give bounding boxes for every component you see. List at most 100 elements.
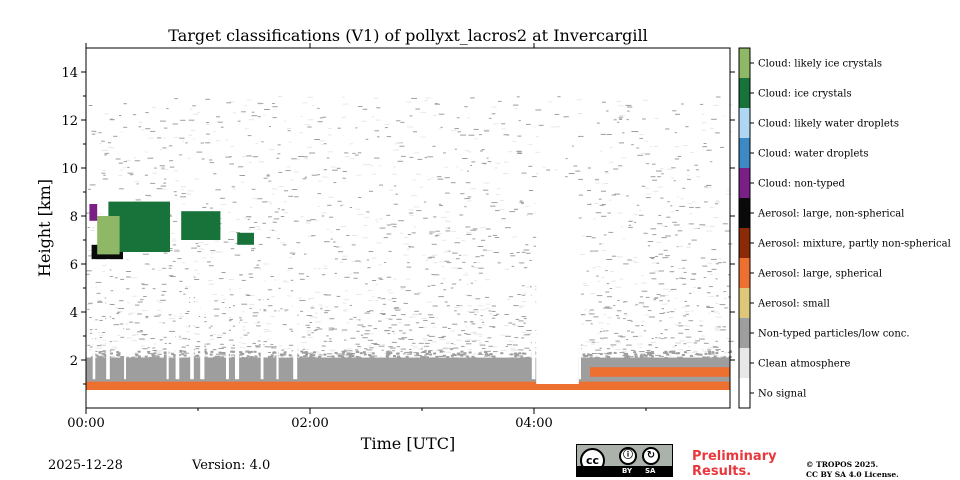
speckle [154, 343, 157, 345]
speckle [415, 108, 420, 110]
speckle [400, 232, 404, 234]
speckle [415, 314, 419, 316]
speckle [357, 345, 361, 347]
speckle [325, 306, 328, 308]
speckle [175, 180, 179, 182]
speckle [422, 339, 428, 341]
speckle [590, 323, 593, 325]
speckle [615, 349, 621, 351]
colorbar-swatch [739, 48, 750, 78]
layer-edge [213, 358, 217, 361]
speckle [291, 189, 298, 190]
layer-edge [306, 357, 310, 360]
speckle [414, 310, 419, 312]
speckle [526, 252, 531, 254]
speckle [551, 126, 556, 128]
speckle [221, 302, 225, 303]
speckle [601, 339, 604, 340]
speckle [241, 181, 245, 183]
layer-edge [114, 358, 118, 361]
layer-edge [727, 361, 731, 363]
speckle [675, 342, 682, 344]
speckle [304, 176, 308, 178]
speckle [147, 195, 152, 197]
speckle [220, 203, 226, 205]
speckle [427, 257, 432, 259]
layer-edge [389, 352, 393, 355]
speckle [263, 329, 269, 330]
speckle [388, 318, 393, 320]
speckle [380, 356, 383, 358]
speckle [657, 223, 663, 225]
speckle [519, 262, 525, 264]
speckle [296, 350, 299, 352]
speckle [633, 305, 639, 306]
speckle [480, 315, 483, 317]
speckle [336, 229, 340, 231]
speckle [481, 162, 487, 164]
speckle [266, 237, 271, 239]
speckle [715, 263, 719, 265]
speckle [208, 283, 214, 285]
speckle [144, 263, 150, 265]
speckle [342, 103, 349, 105]
speckle [113, 340, 119, 342]
speckle [641, 325, 644, 326]
speckle [660, 168, 664, 170]
speckle [340, 204, 345, 206]
speckle [703, 342, 709, 344]
layer-edge [134, 353, 138, 356]
layer-edge [423, 350, 427, 353]
layer-edge [305, 353, 309, 356]
layer-edge [398, 360, 402, 363]
layer-edge [196, 358, 200, 361]
speckle [350, 337, 356, 339]
speckle [317, 121, 323, 123]
speckle [615, 255, 620, 257]
speckle [404, 351, 409, 353]
speckle [532, 236, 538, 238]
speckle [717, 312, 721, 314]
speckle [346, 322, 350, 324]
speckle [160, 168, 164, 170]
speckle [444, 301, 448, 303]
speckle [627, 319, 632, 321]
speckle [327, 204, 332, 206]
speckle [651, 258, 655, 260]
speckle [366, 259, 370, 261]
speckle [144, 174, 148, 176]
speckle [347, 350, 353, 352]
layer-edge [457, 352, 461, 355]
speckle [378, 264, 382, 266]
speckle [715, 340, 718, 342]
speckle [582, 283, 587, 284]
speckle [412, 342, 416, 344]
speckle [341, 355, 348, 357]
speckle [706, 149, 712, 151]
speckle [230, 248, 235, 250]
speckle [336, 167, 341, 169]
speckle [635, 325, 640, 327]
speckle [423, 217, 428, 219]
speckle [159, 165, 165, 167]
layer-edge [312, 359, 316, 362]
speckle [535, 136, 540, 138]
speckle [196, 112, 200, 114]
speckle [391, 297, 397, 299]
speckle [108, 341, 112, 343]
speckle [658, 283, 665, 285]
speckle [472, 331, 477, 333]
attribution-icon: ⓘ [619, 447, 637, 465]
speckle [187, 157, 191, 159]
speckle [180, 196, 186, 198]
speckle [145, 194, 151, 196]
layer-edge [222, 352, 226, 354]
speckle [255, 143, 258, 145]
speckle [168, 275, 174, 277]
layer-edge [708, 350, 711, 353]
speckle [404, 236, 408, 238]
layer-edge [460, 350, 464, 353]
layer-edge [243, 357, 247, 360]
colorbar-frame [738, 47, 751, 409]
speckle [407, 248, 410, 250]
